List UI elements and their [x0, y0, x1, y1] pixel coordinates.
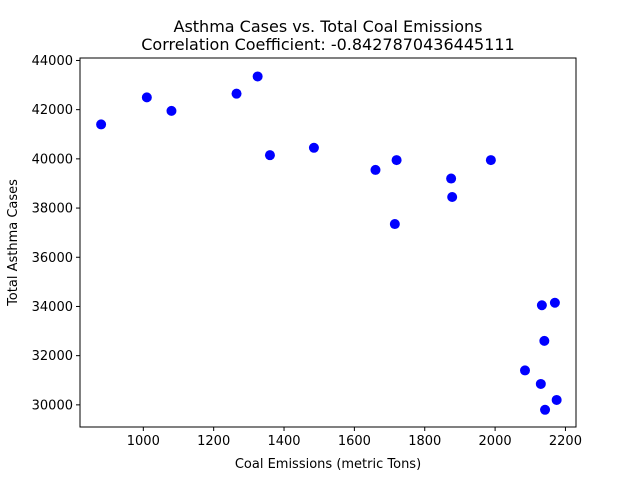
data-point	[519, 365, 530, 376]
data-point	[252, 71, 263, 82]
plot-area-frame	[79, 57, 577, 428]
data-point	[551, 394, 562, 405]
x-tick-label: 1800	[408, 434, 441, 449]
data-point	[264, 150, 275, 161]
scatter-points	[96, 71, 562, 415]
y-tick-label: 42000	[32, 103, 73, 118]
x-tick-label: 2200	[549, 434, 582, 449]
y-tick-label: 32000	[32, 349, 73, 364]
x-tick-label: 1400	[267, 434, 300, 449]
data-point	[391, 155, 402, 166]
x-axis-label: Coal Emissions (metric Tons)	[235, 457, 421, 472]
y-tick-label: 40000	[32, 152, 73, 167]
chart-subtitle: Correlation Coefficient: -0.842787043644…	[141, 35, 514, 54]
x-tick-label: 2000	[479, 434, 512, 449]
data-point	[308, 142, 319, 153]
y-tick-label: 36000	[32, 251, 73, 266]
data-point	[549, 297, 560, 308]
y-tick-label: 44000	[32, 54, 73, 69]
data-point	[485, 155, 496, 166]
data-point	[389, 219, 400, 230]
data-point	[535, 378, 546, 389]
y-tick-label: 38000	[32, 202, 73, 217]
chart-title: Asthma Cases vs. Total Coal Emissions	[174, 17, 483, 36]
data-point	[370, 164, 381, 175]
data-point	[446, 173, 457, 184]
y-axis-label: Total Asthma Cases	[6, 179, 21, 307]
x-axis-ticks: 1000 1200 1400 1600 1800 2000 2200	[127, 427, 582, 449]
data-point	[141, 92, 152, 103]
x-tick-label: 1000	[127, 434, 160, 449]
x-tick-label: 1600	[338, 434, 371, 449]
y-tick-label: 34000	[32, 300, 73, 315]
data-point	[231, 88, 242, 99]
y-tick-label: 30000	[32, 398, 73, 413]
data-point	[536, 300, 547, 311]
data-point	[540, 404, 551, 415]
x-tick-label: 1200	[197, 434, 230, 449]
y-axis-ticks: 30000 32000 34000 36000 38000 40000 42000 44000	[32, 54, 80, 413]
data-point	[539, 335, 550, 346]
data-point	[96, 119, 107, 130]
data-point	[447, 191, 458, 202]
data-point	[166, 105, 177, 116]
